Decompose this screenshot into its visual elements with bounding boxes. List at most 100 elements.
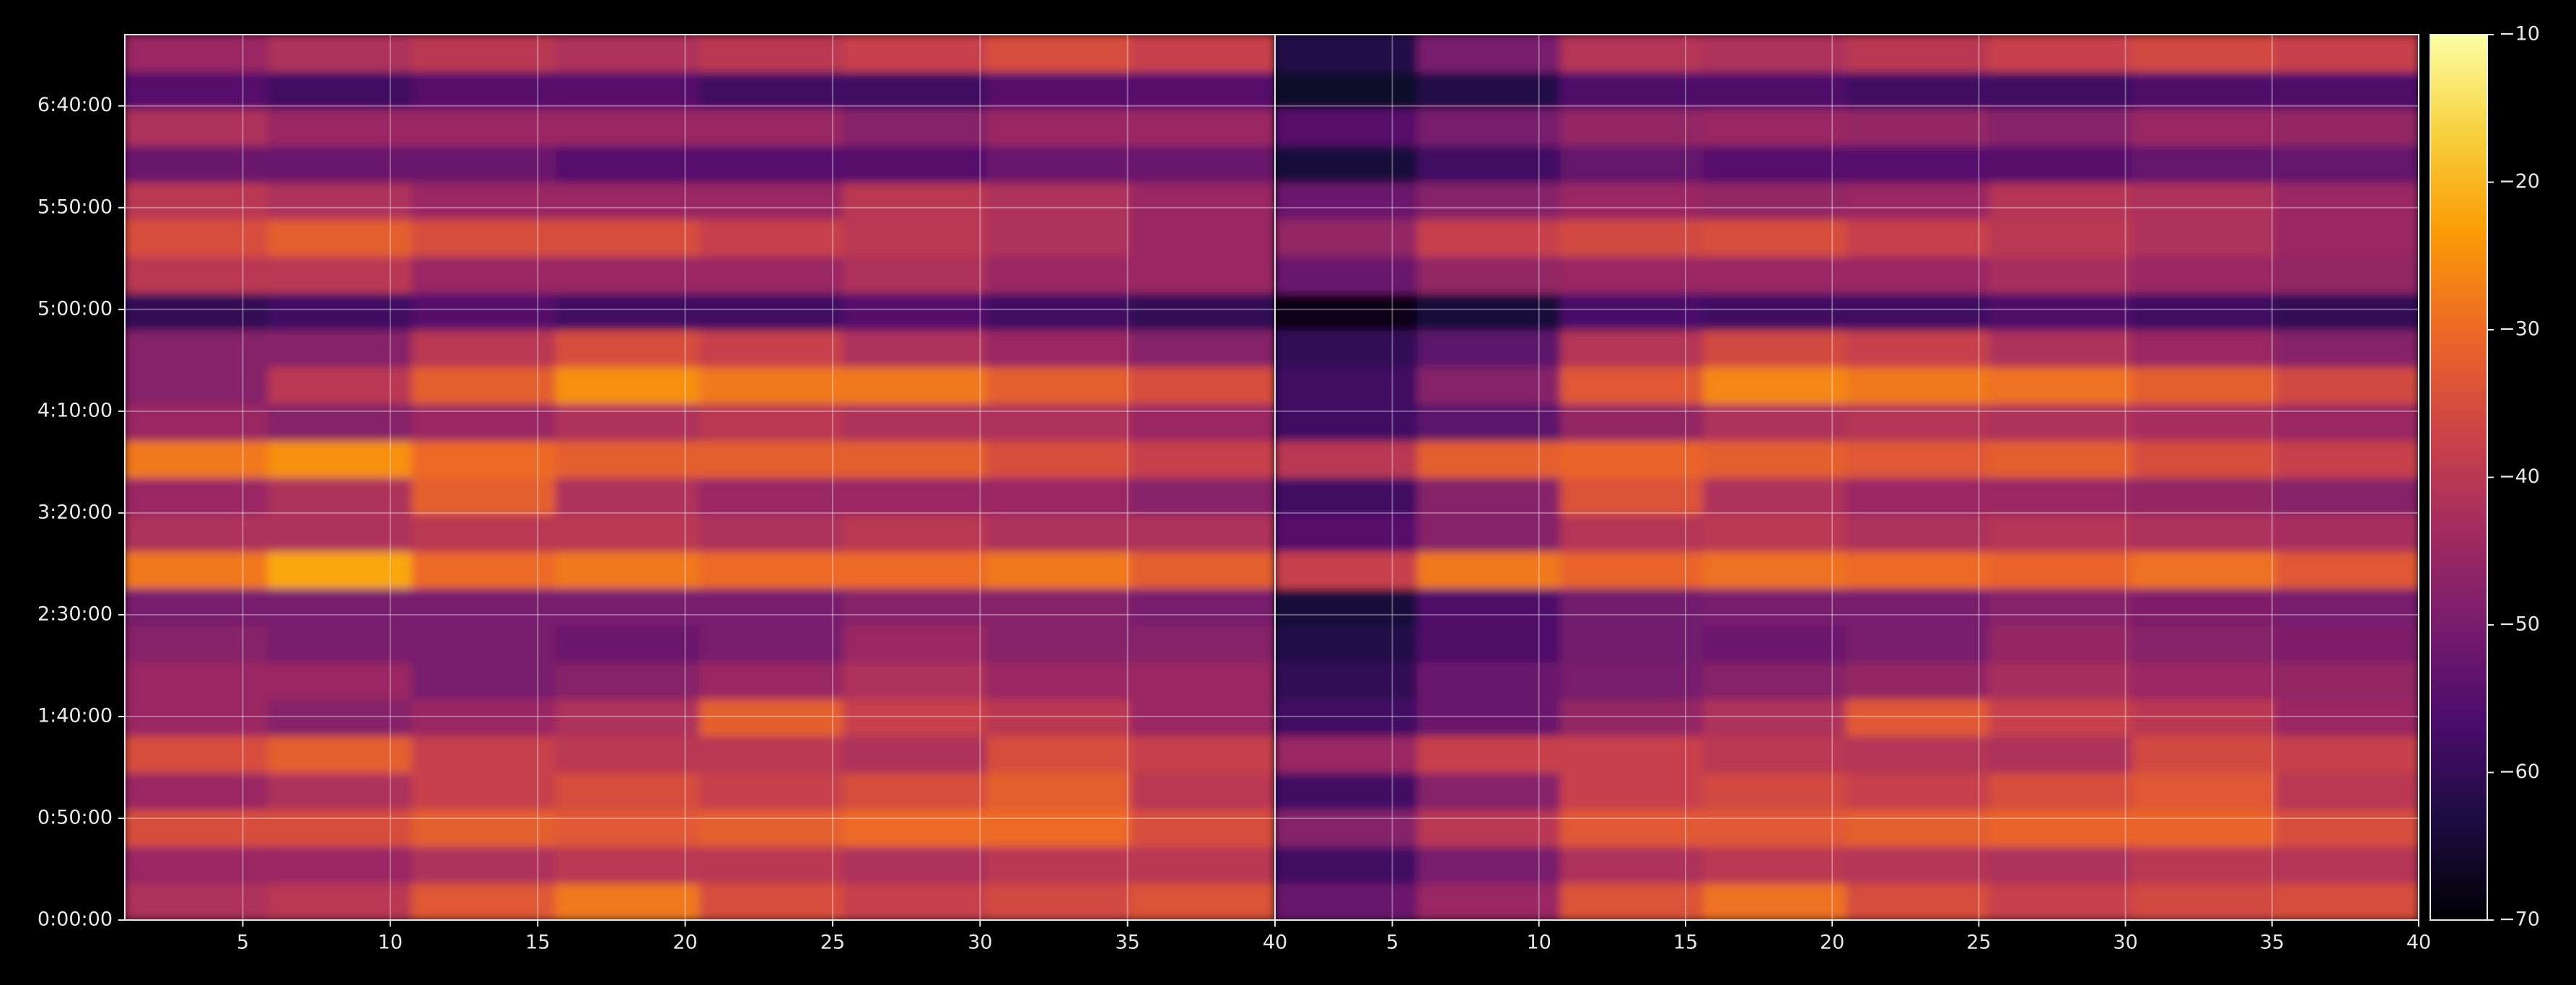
colorbar [2430,34,2488,921]
x-tick-label: 20 [673,932,697,954]
heat-inner [1275,35,2419,920]
heat-cell [1130,366,1275,405]
heat-cell [1130,292,1275,330]
heat-cell [1275,624,1419,663]
heat-cell [125,808,270,847]
heat-cell [1703,845,1848,884]
heat-cell [699,587,845,626]
heat-cell [699,144,845,183]
heat-cell [1560,403,1705,442]
heat-cell [1275,513,1419,552]
y-tick-label: 6:40:00 [38,94,113,116]
heat-cell [125,624,270,663]
heat-cell [2274,439,2419,478]
heat-cell [2274,550,2419,589]
heat-cell [1846,735,1991,774]
heat-cell [1703,292,1848,330]
x-tick-label: 40 [2406,932,2431,954]
heat-cell [268,144,413,183]
heat-cell [699,476,845,515]
heat-cell [1560,661,1705,700]
heat-cell [125,698,270,737]
heat-cell [986,476,1132,515]
heat-cell [125,476,270,515]
heat-cell [2274,329,2419,368]
heat-cell [1130,144,1275,183]
heat-cell [555,808,701,847]
heat-cell [1130,108,1275,146]
heat-cell [555,550,701,589]
heat-cell [1846,35,1991,73]
y-tick-label: 5:00:00 [38,297,113,320]
heat-cell [1989,698,2134,737]
heat-cell [1417,550,1562,589]
heat-cell [125,771,270,810]
heat-cell [1989,403,2134,442]
heat-cell [1989,845,2134,884]
heat-cell [986,661,1132,700]
heat-cell [1846,624,1991,663]
x-tick-label: 5 [1386,932,1398,954]
heat-cell [1846,513,1991,552]
heat-cell [1560,255,1705,294]
heat-cell [699,292,845,330]
heat-cell [1560,108,1705,146]
heat-cell [555,292,701,330]
colorbar-tick-label: −40 [2499,465,2540,488]
heat-cell [1417,292,1562,330]
heat-cell [1275,329,1419,368]
heat-cell [1417,735,1562,774]
x-tick-label: 10 [1527,932,1551,954]
heat-cell [1703,329,1848,368]
heat-cell [411,218,557,257]
heat-cell [411,255,557,294]
heat-cell [1417,587,1562,626]
heat-cell [1417,71,1562,110]
heat-cell [2132,403,2277,442]
heat-cell [986,550,1132,589]
heat-cell [1846,366,1991,405]
x-tick-label: 35 [1115,932,1139,954]
heat-cell [268,476,413,515]
x-tick-label: 15 [525,932,550,954]
heat-cell [1703,366,1848,405]
heat-cell [1275,735,1419,774]
heat-cell [1417,882,1562,920]
heat-cell [2132,71,2277,110]
colorbar-tick-label: −70 [2499,909,2540,931]
heat-cell [1989,292,2134,330]
heat-cell [2274,476,2419,515]
heat-cell [843,181,989,220]
heat-cell [2132,735,2277,774]
heat-cell [1989,624,2134,663]
heat-cell [1275,439,1419,478]
heat-cell [1130,587,1275,626]
heat-cell [1989,35,2134,73]
heat-cell [555,329,701,368]
heat-cell [1560,366,1705,405]
heat-cell [1560,550,1705,589]
x-tick-label: 5 [237,932,249,954]
heat-cell [2132,181,2277,220]
heat-cell [268,366,413,405]
heat-cell [1417,661,1562,700]
y-tick-label: 2:30:00 [38,603,113,625]
x-tick-label: 15 [1673,932,1698,954]
heat-cell [986,882,1132,920]
heat-cell [2274,181,2419,220]
heat-cell [2132,35,2277,73]
heat-cell [268,181,413,220]
heat-cell [268,845,413,884]
heat-cell [125,439,270,478]
heat-cell [843,292,989,330]
heat-cell [1275,366,1419,405]
heat-cell [125,366,270,405]
heat-cell [411,735,557,774]
heat-cell [2132,550,2277,589]
heat-cell [268,35,413,73]
heat-cell [699,439,845,478]
y-tick-label: 3:20:00 [38,501,113,523]
heat-cell [1560,35,1705,73]
heat-cell [411,882,557,920]
heat-cell [1417,403,1562,442]
